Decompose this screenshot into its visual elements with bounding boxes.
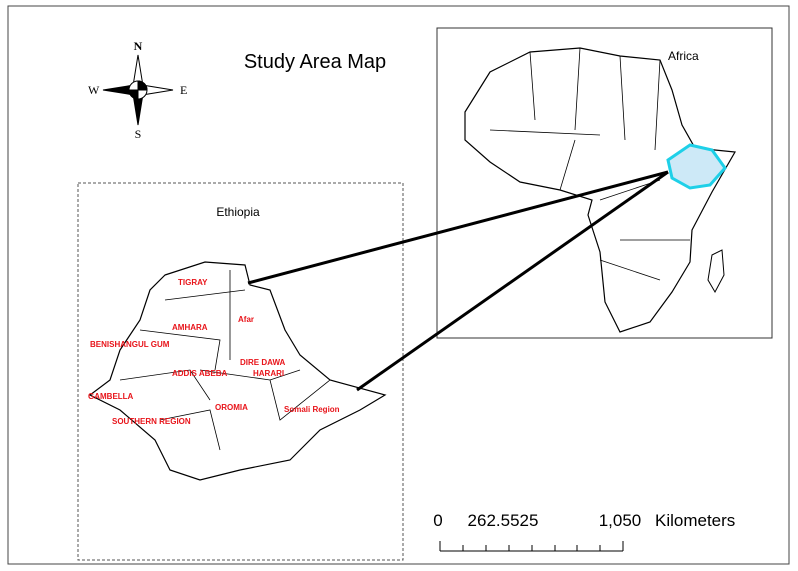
region-label: TIGRAY <box>178 278 208 287</box>
africa-label: Africa <box>668 49 699 63</box>
compass-south: S <box>135 127 142 141</box>
ethiopia-highlight <box>666 143 727 190</box>
region-label: DIRE DAWA <box>240 358 286 367</box>
compass-north: N <box>134 39 143 53</box>
africa-borders <box>489 47 690 281</box>
madagascar <box>707 249 725 294</box>
scale-label: 262.5525 <box>468 511 539 530</box>
region-label: GAMBELLA <box>88 392 134 401</box>
scale-label: 1,050 <box>599 511 642 530</box>
map-title: Study Area Map <box>244 51 386 73</box>
ethiopia-label: Ethiopia <box>216 205 260 219</box>
region-label: OROMIA <box>215 403 248 412</box>
region-label: Afar <box>238 315 254 324</box>
connector-line <box>247 170 669 285</box>
scale-label: 0 <box>433 511 442 530</box>
compass <box>102 54 174 126</box>
scale-unit: Kilometers <box>655 511 735 530</box>
compass-east: E <box>180 83 187 97</box>
region-label: HARARI <box>253 369 284 378</box>
region-borders <box>119 270 331 451</box>
compass-west: W <box>88 83 100 97</box>
region-label: ADDIS ABEBA <box>172 369 227 378</box>
region-label: SOUTHERN REGION <box>112 417 191 426</box>
scale-bar <box>439 541 624 552</box>
region-label: BENISHANGUL GUM <box>90 340 170 349</box>
region-label: Somali Region <box>284 405 340 414</box>
ethiopia-outline <box>88 261 387 481</box>
region-label: AMHARA <box>172 323 208 332</box>
connector-line <box>356 170 669 392</box>
